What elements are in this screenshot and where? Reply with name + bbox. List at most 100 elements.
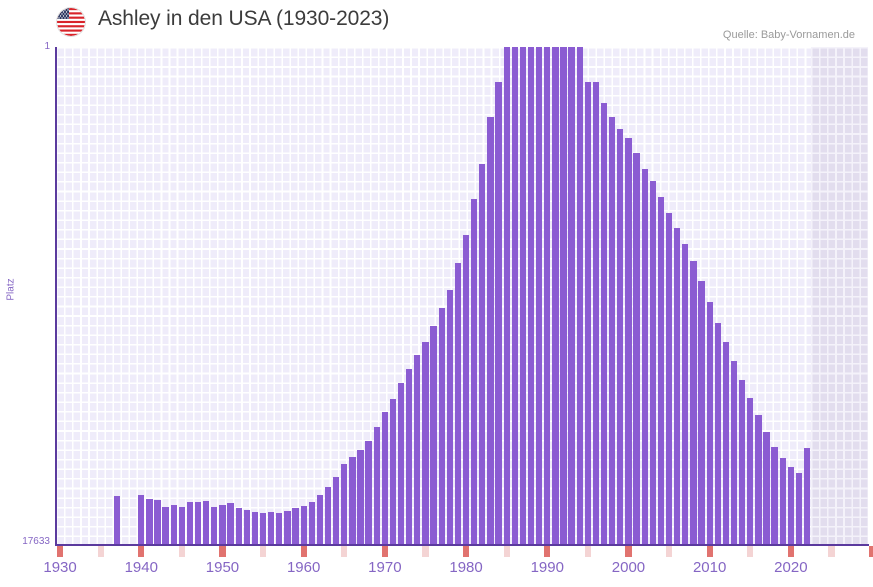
decade-tick-marker (138, 546, 145, 557)
halfdecade-tick-marker (747, 546, 754, 557)
x-axis-line (55, 544, 869, 546)
bar (714, 323, 721, 544)
bar (211, 506, 218, 544)
x-axis-tick-label: 1980 (449, 559, 483, 576)
y-axis-tick-top: 1 (44, 41, 50, 52)
bar (219, 504, 226, 544)
bar (389, 399, 397, 544)
bar (235, 508, 242, 544)
bar (698, 281, 705, 544)
bar (576, 47, 583, 544)
bar (763, 432, 770, 544)
bar (795, 472, 803, 544)
halfdecade-tick-marker (665, 546, 673, 557)
decade-tick-marker (544, 546, 551, 557)
x-axis-tick-label: 1930 (43, 559, 77, 576)
bar (682, 243, 689, 544)
bar (251, 511, 259, 544)
bar (706, 301, 713, 544)
vertical-gridlines-nodata (811, 47, 868, 544)
halfdecade-tick-marker (178, 546, 185, 557)
bar (544, 47, 551, 544)
bar (600, 102, 608, 544)
bar (243, 509, 250, 544)
bar (414, 355, 421, 544)
halfdecade-tick-marker (584, 546, 591, 557)
bar (446, 290, 453, 544)
bar (113, 495, 121, 544)
bar (316, 494, 324, 544)
x-axis-tick-markers (56, 546, 873, 557)
chart-header: Ashley in den USA (1930-2023) Quelle: Ba… (0, 0, 873, 44)
plot-area (56, 47, 868, 544)
bar (292, 507, 299, 544)
bar (771, 446, 778, 544)
bar (519, 47, 527, 544)
x-axis-tick-label: 1960 (286, 559, 321, 576)
bar (430, 325, 437, 544)
bar (308, 501, 315, 544)
bar (146, 499, 153, 544)
bar (730, 360, 738, 544)
decade-tick-marker (868, 546, 873, 557)
x-axis-tick-label: 1940 (124, 559, 158, 576)
bar (560, 47, 567, 544)
bar (373, 426, 380, 544)
bar (665, 212, 673, 544)
decade-tick-marker (219, 546, 226, 557)
decade-tick-marker (300, 546, 307, 557)
no-data-region (811, 47, 868, 544)
bar (738, 380, 746, 544)
bar (535, 47, 543, 544)
halfdecade-tick-marker (259, 546, 267, 557)
bar (487, 117, 494, 544)
decade-tick-marker (381, 546, 388, 557)
bar (617, 128, 624, 544)
bar (609, 117, 616, 544)
decade-tick-marker (706, 546, 713, 557)
bar (276, 512, 283, 544)
bar (649, 181, 656, 544)
bar (170, 505, 177, 544)
decade-tick-marker (625, 546, 632, 557)
bar (357, 450, 364, 544)
horizontal-gridlines-nodata (811, 47, 868, 544)
bar (300, 506, 307, 544)
bar (779, 458, 786, 544)
bar (186, 501, 194, 544)
bar (511, 47, 518, 544)
bar (471, 199, 478, 544)
bar (552, 47, 559, 544)
bar (178, 507, 185, 544)
bar (722, 341, 730, 544)
y-axis-line (55, 47, 57, 545)
bar (625, 138, 632, 544)
decade-tick-marker (787, 546, 794, 557)
halfdecade-tick-marker (97, 546, 104, 557)
bar (584, 82, 591, 544)
bar (332, 476, 340, 544)
bar (397, 382, 405, 544)
bar (462, 234, 470, 544)
bar (568, 47, 575, 544)
bar (690, 261, 697, 544)
bar (527, 47, 535, 544)
bar (438, 308, 445, 544)
decade-tick-marker (56, 546, 64, 557)
bar (138, 495, 145, 544)
halfdecade-tick-marker (828, 546, 835, 557)
halfdecade-tick-marker (503, 546, 510, 557)
bar (268, 512, 275, 544)
bar (194, 502, 202, 544)
bar (349, 456, 356, 544)
x-axis-tick-label: 2000 (611, 559, 646, 576)
bar (592, 82, 600, 544)
bar (495, 82, 502, 544)
bar (422, 341, 429, 544)
bar (454, 262, 462, 544)
y-axis-tick-bottom: 17633 (22, 536, 50, 547)
halfdecade-tick-marker (341, 546, 348, 557)
x-axis-tick-label: 1950 (205, 559, 240, 576)
bar (803, 447, 811, 544)
